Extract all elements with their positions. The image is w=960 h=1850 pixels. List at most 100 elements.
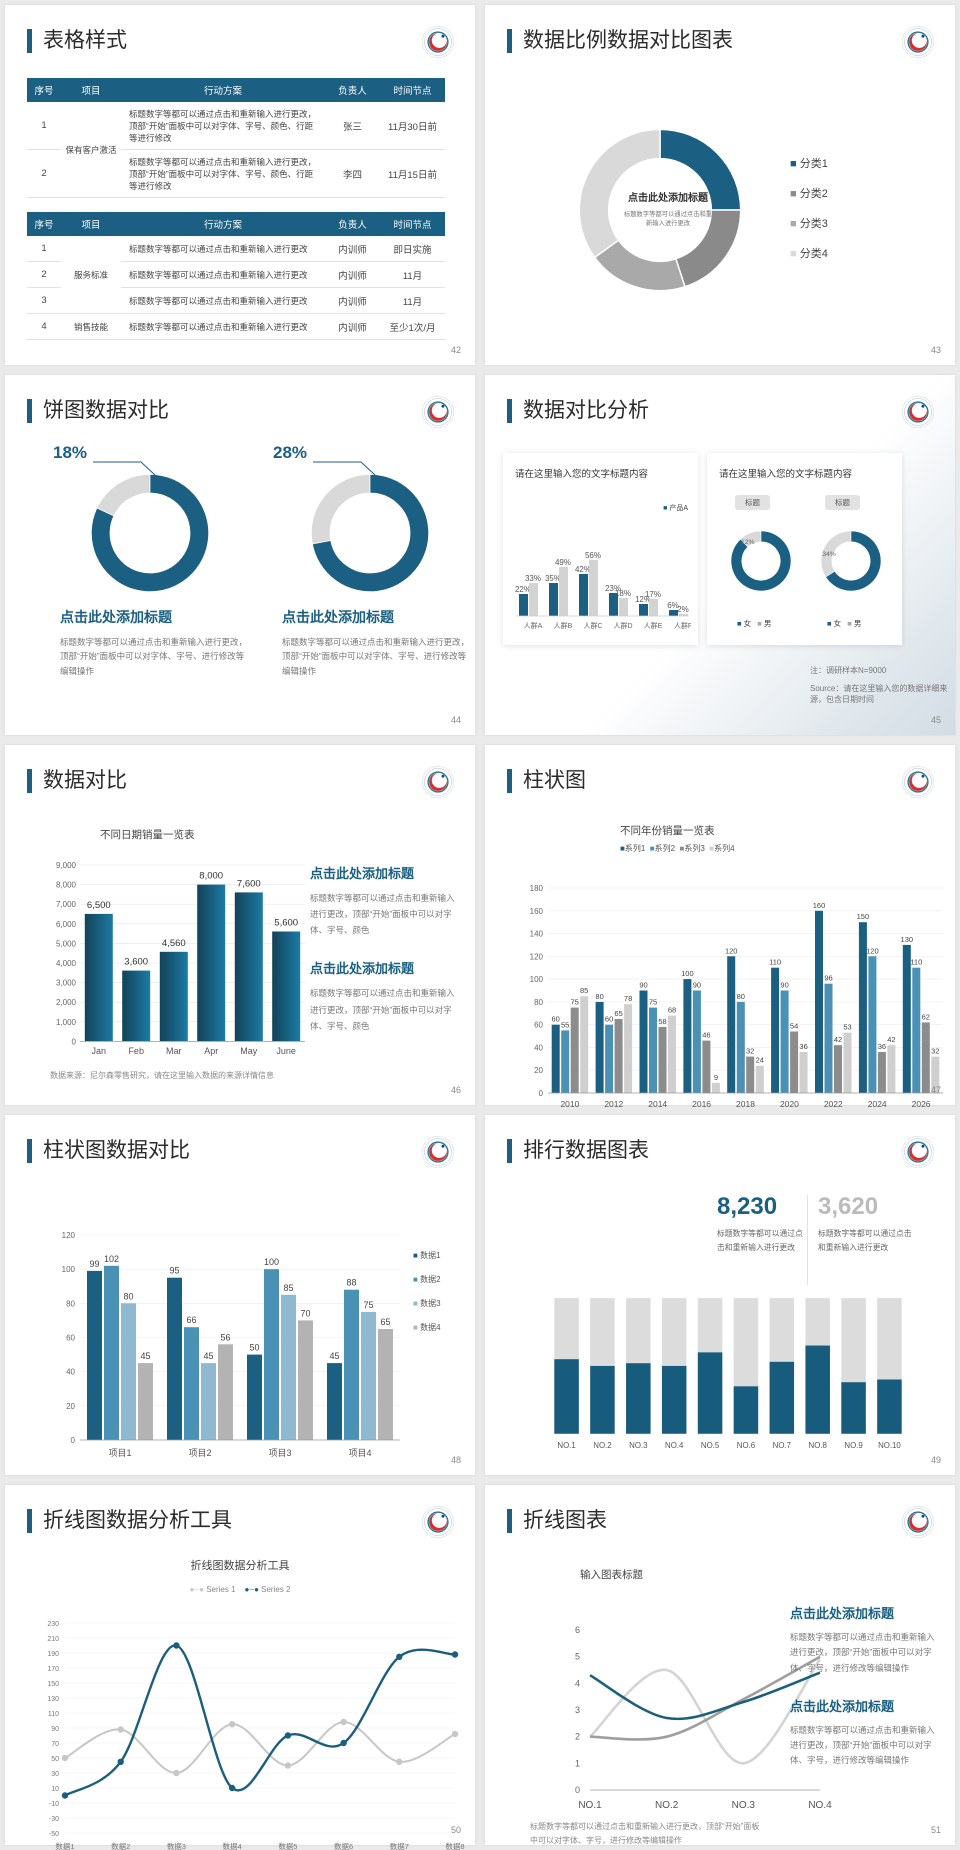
svg-text:56%: 56% (585, 551, 601, 560)
svg-text:60: 60 (66, 1334, 75, 1343)
svg-text:66: 66 (186, 1315, 196, 1325)
svg-text:数据5: 数据5 (278, 1841, 297, 1850)
svg-text:100: 100 (62, 1265, 76, 1274)
svg-text:96: 96 (824, 974, 832, 983)
svg-text:130: 130 (47, 1696, 59, 1703)
svg-text:2020: 2020 (780, 1099, 799, 1109)
svg-text:100: 100 (530, 975, 544, 984)
svg-text:80: 80 (66, 1299, 75, 1308)
svg-text:数据1: 数据1 (55, 1841, 74, 1850)
svg-text:75: 75 (571, 998, 579, 1007)
svg-text:42: 42 (834, 1035, 842, 1044)
svg-text:50: 50 (51, 1756, 59, 1763)
svg-text:人群D: 人群D (613, 621, 632, 630)
svg-text:140: 140 (530, 930, 544, 939)
svg-text:230: 230 (47, 1621, 59, 1628)
svg-text:人群F: 人群F (674, 621, 691, 630)
svg-text:数据4: 数据4 (223, 1841, 242, 1850)
svg-text:58: 58 (658, 1017, 666, 1026)
svg-text:42: 42 (887, 1035, 895, 1044)
svg-text:人群C: 人群C (583, 621, 602, 630)
svg-text:130: 130 (901, 935, 914, 944)
svg-text:3,600: 3,600 (124, 957, 148, 968)
svg-text:-50: -50 (49, 1831, 59, 1838)
svg-text:人群B: 人群B (554, 621, 573, 630)
svg-text:30: 30 (51, 1771, 59, 1778)
svg-text:110: 110 (48, 1711, 59, 1718)
svg-text:170: 170 (47, 1666, 59, 1673)
svg-text:数据6: 数据6 (334, 1841, 353, 1850)
svg-text:17%: 17% (645, 590, 661, 599)
svg-text:99: 99 (89, 1259, 99, 1269)
svg-text:7,600: 7,600 (237, 878, 261, 889)
svg-text:49%: 49% (555, 558, 571, 567)
svg-text:4,000: 4,000 (56, 959, 77, 968)
svg-text:80: 80 (534, 998, 543, 1007)
svg-text:45: 45 (140, 1351, 150, 1361)
svg-text:-30: -30 (49, 1816, 59, 1823)
svg-text:6,000: 6,000 (56, 920, 77, 929)
svg-text:NO.10: NO.10 (878, 1441, 901, 1450)
svg-text:65: 65 (614, 1009, 622, 1018)
svg-text:NO.7: NO.7 (773, 1441, 791, 1450)
svg-text:NO.2: NO.2 (593, 1441, 611, 1450)
svg-text:120: 120 (725, 946, 738, 955)
svg-text:6,500: 6,500 (87, 900, 111, 911)
svg-text:人群E: 人群E (644, 621, 663, 630)
svg-text:180: 180 (530, 884, 544, 893)
svg-text:22%: 22% (515, 585, 531, 594)
svg-text:85: 85 (580, 986, 588, 995)
svg-text:项目3: 项目3 (268, 1448, 291, 1458)
svg-text:110: 110 (910, 958, 922, 967)
svg-text:2010: 2010 (560, 1099, 579, 1109)
svg-text:62: 62 (922, 1012, 930, 1021)
svg-text:53: 53 (843, 1023, 851, 1032)
svg-text:May: May (240, 1046, 258, 1056)
svg-text:2018: 2018 (736, 1099, 755, 1109)
svg-text:Jan: Jan (92, 1046, 107, 1056)
svg-text:Apr: Apr (204, 1046, 218, 1056)
svg-text:24: 24 (756, 1056, 764, 1065)
svg-text:42%: 42% (575, 565, 591, 574)
svg-text:0: 0 (539, 1089, 544, 1098)
svg-text:NO.1: NO.1 (578, 1800, 602, 1811)
svg-text:54: 54 (790, 1022, 798, 1031)
svg-text:Mar: Mar (166, 1046, 182, 1056)
svg-text:110: 110 (769, 958, 781, 967)
svg-text:190: 190 (47, 1651, 59, 1658)
svg-text:150: 150 (47, 1681, 59, 1688)
svg-text:10: 10 (51, 1786, 59, 1793)
svg-text:NO.4: NO.4 (808, 1800, 832, 1811)
svg-text:90: 90 (693, 981, 701, 990)
svg-text:60: 60 (552, 1015, 560, 1024)
svg-text:90: 90 (639, 981, 647, 990)
svg-text:3: 3 (575, 1705, 580, 1715)
svg-text:0: 0 (71, 1436, 76, 1445)
svg-text:Feb: Feb (128, 1046, 144, 1056)
svg-text:70: 70 (51, 1741, 59, 1748)
svg-text:4: 4 (575, 1678, 580, 1688)
svg-text:60: 60 (605, 1015, 613, 1024)
svg-text:数据7: 数据7 (390, 1841, 409, 1850)
svg-text:32: 32 (931, 1047, 939, 1056)
svg-text:NO.1: NO.1 (557, 1441, 575, 1450)
svg-text:NO.4: NO.4 (665, 1441, 684, 1450)
svg-text:1: 1 (575, 1758, 580, 1768)
svg-text:0: 0 (575, 1785, 580, 1795)
svg-text:36: 36 (878, 1042, 886, 1051)
svg-text:78: 78 (624, 994, 632, 1003)
svg-text:NO.2: NO.2 (655, 1800, 679, 1811)
svg-text:90: 90 (51, 1726, 59, 1733)
svg-text:35%: 35% (545, 574, 561, 583)
svg-text:45: 45 (203, 1351, 213, 1361)
svg-text:8,000: 8,000 (199, 871, 223, 882)
svg-text:12%: 12% (741, 539, 755, 546)
svg-text:80: 80 (595, 992, 603, 1001)
svg-text:项目4: 项目4 (348, 1448, 371, 1458)
svg-text:NO.5: NO.5 (701, 1441, 720, 1450)
svg-text:120: 120 (530, 952, 544, 961)
svg-text:75: 75 (649, 998, 657, 1007)
svg-text:34%: 34% (822, 551, 836, 558)
svg-text:2014: 2014 (648, 1099, 667, 1109)
svg-text:5,600: 5,600 (274, 918, 298, 929)
